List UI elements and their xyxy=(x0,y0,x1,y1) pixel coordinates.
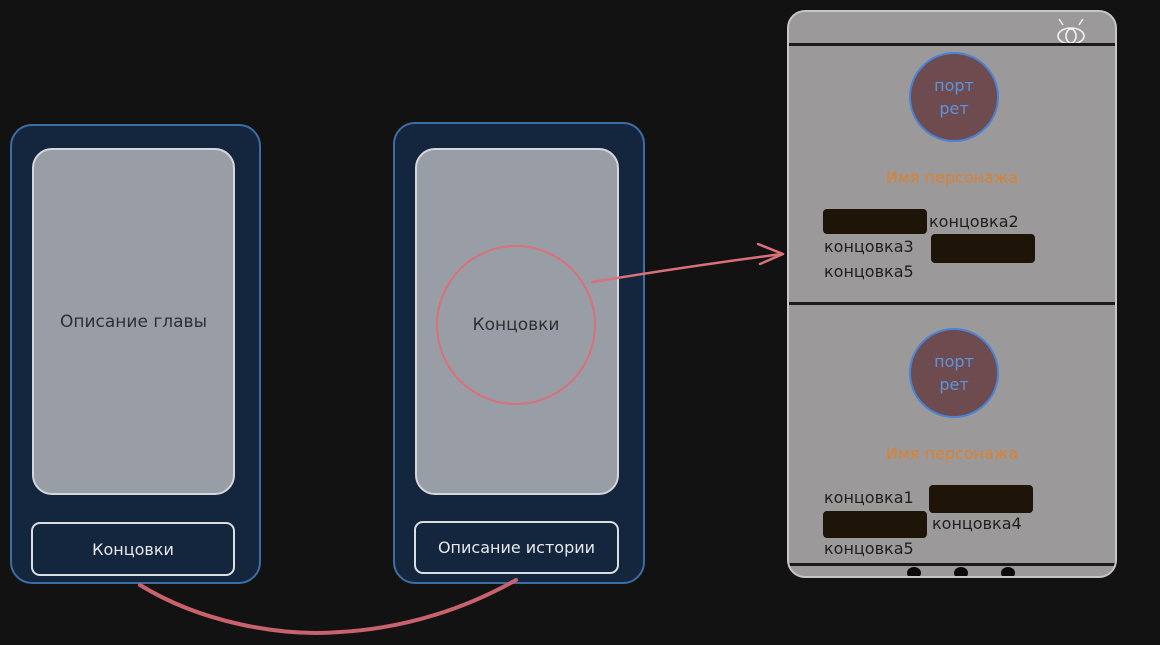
card-divider xyxy=(789,302,1115,305)
endings-circle-button[interactable]: Концовки xyxy=(436,245,596,405)
portrait-text: рет xyxy=(939,99,969,118)
chapter-description-area[interactable]: Описание главы xyxy=(32,148,235,495)
pagination-dot[interactable] xyxy=(1001,567,1015,576)
endings-circle-label: Концовки xyxy=(472,315,560,335)
story-description-button[interactable]: Описание истории xyxy=(414,521,619,574)
character-portrait[interactable]: порт рет xyxy=(909,52,999,142)
connector-arrow xyxy=(590,252,784,284)
chapter-description-label: Описание главы xyxy=(60,311,207,332)
ending-label[interactable]: концовка3 xyxy=(824,237,914,256)
character-card: порт рет Имя персонажа концовка1 концовк… xyxy=(789,328,1115,576)
panel-header-divider xyxy=(789,43,1115,46)
character-portrait[interactable]: порт рет xyxy=(909,328,999,418)
ending-label[interactable]: концовка5 xyxy=(824,262,914,281)
pagination-dot[interactable] xyxy=(954,567,968,576)
locked-ending-block xyxy=(929,485,1033,513)
ending-label[interactable]: концовка4 xyxy=(932,514,1022,533)
phone-chapter: Описание главы Концовки xyxy=(10,124,261,584)
portrait-text: порт xyxy=(934,76,974,95)
endings-button-label: Концовки xyxy=(92,539,174,559)
locked-ending-block xyxy=(823,209,927,234)
character-name: Имя персонажа xyxy=(885,444,1019,463)
endings-panel: порт рет Имя персонажа концовка2 концовк… xyxy=(787,10,1117,578)
portrait-text: порт xyxy=(934,352,974,371)
connector-swap-line xyxy=(138,578,518,635)
character-name: Имя персонажа xyxy=(885,168,1019,187)
pagination-dot[interactable] xyxy=(907,567,921,576)
panel-footer-divider xyxy=(789,563,1115,566)
ending-label[interactable]: концовка2 xyxy=(929,212,1019,231)
locked-ending-block xyxy=(823,511,927,538)
locked-ending-block xyxy=(931,234,1035,263)
endings-button[interactable]: Концовки xyxy=(31,522,235,576)
character-card: порт рет Имя персонажа концовка2 концовк… xyxy=(789,52,1115,302)
phone-story: Концовки Описание истории xyxy=(393,122,645,584)
portrait-text: рет xyxy=(939,375,969,394)
ending-label[interactable]: концовка1 xyxy=(824,488,914,507)
ending-label[interactable]: концовка5 xyxy=(824,539,914,558)
arrowhead xyxy=(756,242,785,266)
story-description-button-label: Описание истории xyxy=(437,538,596,557)
